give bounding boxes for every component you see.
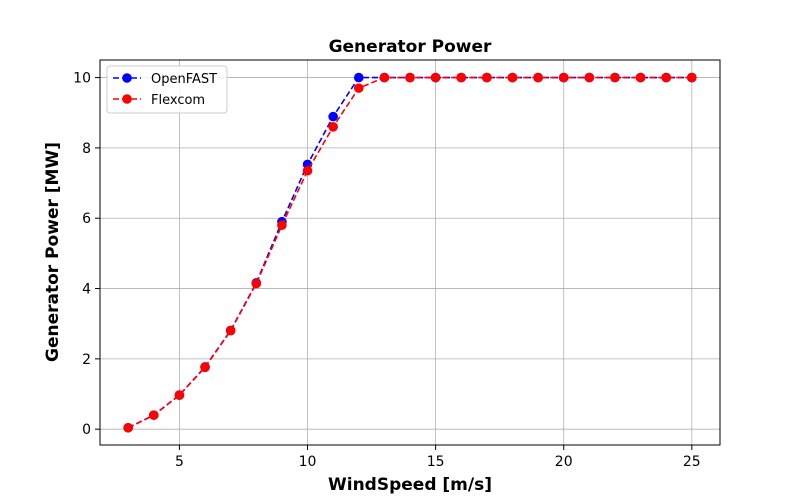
y-tick-label-2: 4 xyxy=(82,282,91,298)
x-tick-label-1: 10 xyxy=(299,454,317,470)
point-OpenFAST-8 xyxy=(328,111,338,122)
legend-marker-OpenFAST xyxy=(122,73,132,83)
point-Flexcom-19 xyxy=(610,72,620,83)
x-tick-label-0: 5 xyxy=(175,454,184,470)
y-axis-label: Generator Power [MW] xyxy=(43,142,63,362)
point-OpenFAST-9 xyxy=(353,72,364,83)
point-Flexcom-12 xyxy=(430,72,441,83)
series-line-Flexcom xyxy=(127,76,692,429)
x-axis-label: WindSpeed [m/s] xyxy=(328,475,492,495)
point-Flexcom-4 xyxy=(225,325,236,336)
y-tick-label-0: 0 xyxy=(82,422,91,438)
y-tick-label-1: 2 xyxy=(82,352,91,368)
series-line-OpenFAST xyxy=(127,76,692,429)
point-Flexcom-3 xyxy=(200,362,210,373)
point-Flexcom-1 xyxy=(149,410,159,420)
point-Flexcom-17 xyxy=(558,72,569,83)
axis-ticks: 5 10 15 20 25 0 2 4 6 8 10 xyxy=(73,71,701,470)
grid-lines xyxy=(100,60,720,445)
legend-marker-Flexcom xyxy=(122,94,132,104)
y-tick-label-5: 10 xyxy=(73,71,91,87)
point-Flexcom-21 xyxy=(661,72,671,83)
point-Flexcom-10 xyxy=(379,72,390,83)
legend: OpenFAST Flexcom xyxy=(106,65,228,114)
point-Flexcom-14 xyxy=(482,72,492,83)
x-tick-label-2: 15 xyxy=(427,454,445,470)
point-Flexcom-15 xyxy=(507,72,518,83)
point-Flexcom-5 xyxy=(251,278,262,289)
y-tick-label-4: 8 xyxy=(82,141,91,157)
plot-frame xyxy=(99,59,721,446)
point-Flexcom-18 xyxy=(584,72,595,83)
point-Flexcom-20 xyxy=(635,72,646,83)
point-Flexcom-9 xyxy=(353,83,364,93)
legend-label-Flexcom: Flexcom xyxy=(151,93,205,108)
point-Flexcom-2 xyxy=(174,390,185,400)
point-Flexcom-22 xyxy=(687,72,697,83)
point-Flexcom-7 xyxy=(302,165,313,176)
x-tick-label-4: 25 xyxy=(683,454,701,470)
point-Flexcom-16 xyxy=(533,72,543,83)
chart-title: Generator Power xyxy=(329,37,492,57)
x-tick-label-3: 20 xyxy=(555,454,573,470)
point-Flexcom-0 xyxy=(123,422,133,433)
point-Flexcom-13 xyxy=(456,72,467,83)
series-layer xyxy=(123,72,697,433)
legend-label-OpenFAST: OpenFAST xyxy=(151,72,217,87)
point-Flexcom-11 xyxy=(405,72,415,83)
point-Flexcom-6 xyxy=(277,220,287,231)
point-Flexcom-8 xyxy=(328,122,338,132)
y-tick-label-3: 6 xyxy=(82,211,91,227)
